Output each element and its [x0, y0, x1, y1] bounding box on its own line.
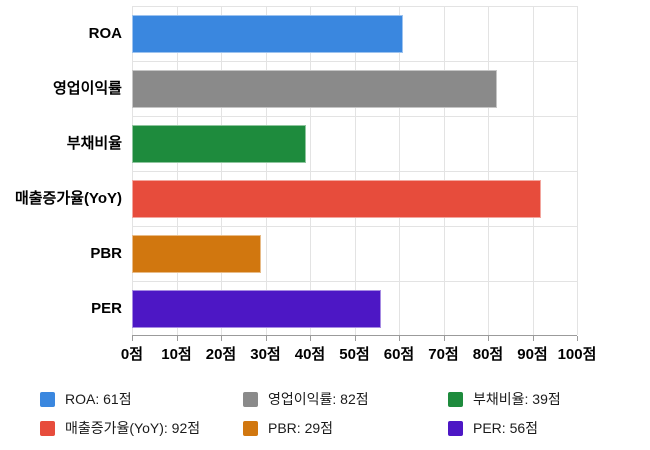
gridline-vertical	[577, 6, 578, 335]
legend-item[interactable]: PBR: 29점	[243, 418, 333, 438]
bar-부채비율[interactable]	[132, 124, 306, 163]
x-axis-tick-label: 80점	[472, 346, 504, 363]
legend-swatch-icon	[448, 420, 463, 436]
x-axis-tick-label: 90점	[517, 346, 548, 363]
x-tick-mark	[399, 336, 400, 341]
x-tick-mark	[132, 336, 133, 341]
category-label-PER: PER	[91, 300, 122, 317]
legend-swatch-icon	[243, 420, 258, 436]
legend-item[interactable]: 영업이익률: 82점	[243, 389, 369, 409]
x-axis-labels: 0점 10점 20점 30점 40점 50점 60점 70점 80점 90점 100점	[121, 343, 596, 363]
gridline-vertical	[132, 6, 133, 335]
legend-swatch-icon	[40, 420, 55, 436]
legend-swatch-icon	[243, 391, 258, 407]
gridline-vertical	[443, 6, 445, 335]
x-axis-tick-label: 10점	[161, 346, 192, 363]
gridline-horizontal	[132, 226, 577, 227]
x-tick-mark	[577, 336, 578, 341]
gridline-horizontal	[132, 61, 577, 62]
x-axis-tick-label: 40점	[294, 346, 326, 363]
gridline-vertical	[399, 6, 400, 335]
x-tick-mark	[443, 336, 445, 341]
gridline-vertical	[532, 6, 534, 335]
x-tick-mark	[354, 336, 356, 341]
legend-swatch-icon	[40, 391, 55, 407]
legend-item[interactable]: 매출증가율(YoY): 92점	[40, 418, 200, 438]
legend-label: 부채비율: 39점	[473, 391, 561, 407]
gridline-horizontal	[132, 6, 577, 7]
x-axis-tick-label: 0점	[120, 346, 144, 363]
legend-swatch-icon	[448, 391, 463, 407]
gridline-horizontal	[132, 281, 577, 282]
category-label-ROA: ROA	[88, 25, 122, 42]
gridline-vertical	[221, 6, 222, 335]
x-axis-tick-label: 100점	[557, 346, 597, 363]
bar-영업이익률[interactable]	[132, 69, 497, 108]
legend-label: 매출증가율(YoY): 92점	[65, 420, 201, 436]
x-axis-tick-label: 60점	[383, 346, 415, 363]
legend-item[interactable]: ROA: 61점	[40, 389, 132, 409]
legend-label: 영업이익률: 82점	[268, 391, 369, 407]
bar-매출증가율(YoY)[interactable]	[132, 179, 542, 218]
gridline-vertical	[265, 6, 267, 335]
x-axis-tick-label: 70점	[428, 346, 459, 363]
category-label-영업이익률: 영업이익률	[52, 80, 122, 97]
gridline-vertical	[176, 6, 178, 335]
gridline-horizontal	[132, 171, 577, 172]
gridline-vertical	[310, 6, 311, 335]
legend-label: PBR: 29점	[268, 420, 334, 436]
plot-area	[132, 6, 578, 336]
bar-PER[interactable]	[132, 289, 382, 328]
bar-ROA[interactable]	[132, 14, 404, 53]
legend-item[interactable]: PER: 56점	[448, 418, 538, 438]
x-tick-mark	[221, 336, 222, 341]
category-label-PBR: PBR	[90, 245, 122, 262]
x-tick-mark	[488, 336, 489, 341]
legend-item[interactable]: 부채비율: 39점	[448, 389, 561, 409]
legend-label: ROA: 61점	[65, 391, 132, 407]
gridline-horizontal	[132, 116, 577, 117]
x-tick-marks	[132, 336, 578, 342]
x-axis-tick-label: 50점	[339, 346, 370, 363]
x-tick-mark	[176, 336, 178, 341]
legend-label: PER: 56점	[473, 420, 539, 436]
x-tick-mark	[532, 336, 534, 341]
gridline-vertical	[354, 6, 356, 335]
x-tick-mark	[265, 336, 267, 341]
category-label-매출증가율(YoY): 매출증가율(YoY)	[14, 190, 122, 207]
gridline-vertical	[488, 6, 489, 335]
x-axis-tick-label: 20점	[205, 346, 237, 363]
x-axis-tick-label: 30점	[250, 346, 281, 363]
x-tick-mark	[310, 336, 311, 341]
category-label-부채비율: 부채비율	[66, 135, 122, 152]
bar-PBR[interactable]	[132, 234, 262, 273]
